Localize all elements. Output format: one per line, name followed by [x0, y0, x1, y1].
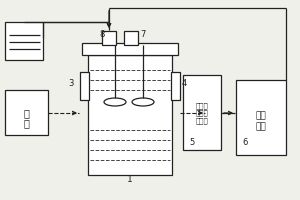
Text: 5: 5	[189, 138, 194, 147]
Bar	[5, 22, 43, 60]
Bar	[171, 72, 180, 100]
Ellipse shape	[132, 98, 154, 106]
Text: 7: 7	[140, 30, 145, 39]
Bar	[102, 31, 116, 45]
Text: 系统: 系统	[256, 122, 266, 132]
Text: 控制: 控制	[256, 112, 266, 120]
Text: 3: 3	[69, 79, 74, 88]
Text: 4: 4	[182, 79, 187, 88]
Text: 1: 1	[127, 175, 133, 184]
Text: 源: 源	[23, 118, 29, 128]
Bar	[124, 31, 138, 45]
Bar	[80, 72, 89, 100]
Bar	[88, 55, 172, 175]
Bar	[82, 43, 178, 55]
Ellipse shape	[104, 98, 126, 106]
Text: 光: 光	[23, 108, 29, 118]
Text: 光测装
吸度检
测装置: 光测装 吸度检 测装置	[196, 102, 208, 124]
Bar	[183, 75, 221, 150]
Text: 8: 8	[99, 30, 104, 39]
Bar	[236, 80, 286, 155]
Bar	[5, 90, 48, 135]
Text: 6: 6	[242, 138, 248, 147]
